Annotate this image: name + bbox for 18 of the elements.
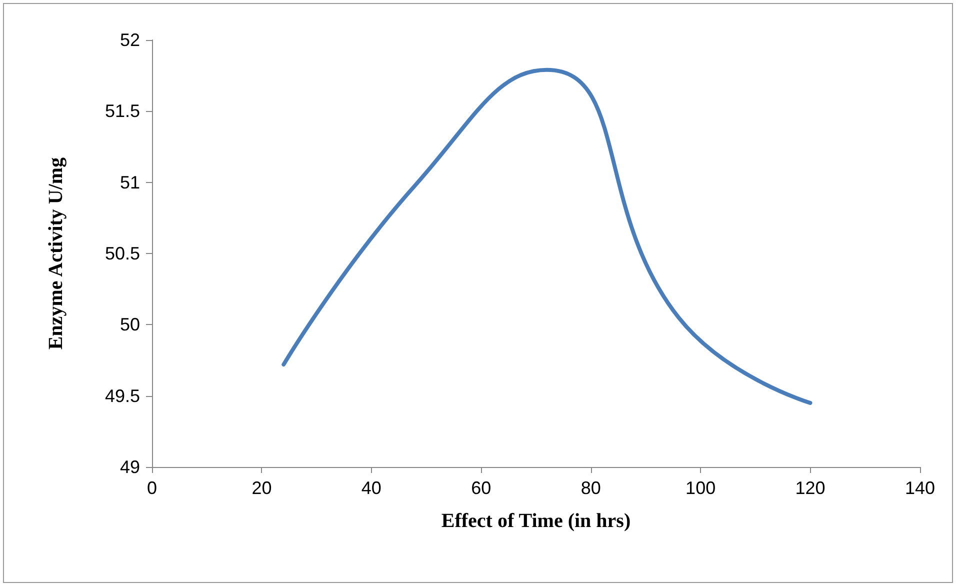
y-tick-label: 49 xyxy=(120,457,140,477)
y-tick-label: 52 xyxy=(120,30,140,50)
x-tick-label: 140 xyxy=(904,478,936,498)
x-tick-label: 100 xyxy=(686,478,716,498)
y-tick-label: 50.5 xyxy=(104,244,140,264)
x-tick-label: 0 xyxy=(146,478,158,498)
y-tick-label: 50 xyxy=(120,314,140,335)
y-axis-title: Enzyme Activity U/mg xyxy=(45,157,67,350)
line-series xyxy=(282,68,812,405)
x-tick-label: 60 xyxy=(471,478,492,498)
x-tick-label: 20 xyxy=(252,478,272,498)
y-tick-label: 51 xyxy=(120,172,140,192)
x-tick-label: 80 xyxy=(580,478,601,498)
x-tick-label: 40 xyxy=(361,478,382,498)
x-tick-label: 120 xyxy=(795,478,826,498)
x-axis-title: Effect of Time (in hrs) xyxy=(441,510,631,532)
y-tick-label: 51.5 xyxy=(104,101,140,122)
y-tick-label: 49.5 xyxy=(104,386,140,406)
